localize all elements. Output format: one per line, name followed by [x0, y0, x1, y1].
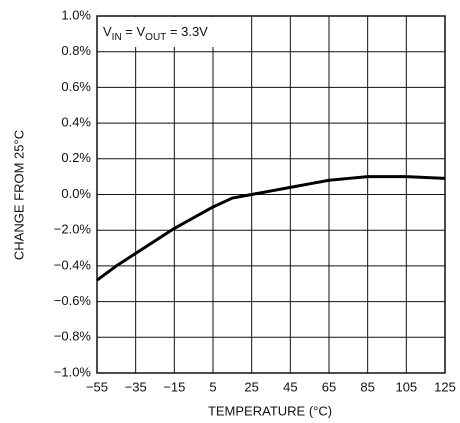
annotation-part: V	[103, 24, 112, 39]
x-tick-label: −15	[163, 379, 185, 394]
x-tick-label: 5	[209, 379, 216, 394]
plot-frame	[96, 15, 446, 374]
annotation-part: = V	[122, 24, 146, 39]
line	[96, 175, 446, 282]
x-axis-label: TEMPERATURE (°C)	[208, 403, 332, 418]
annotation-part: OUT	[145, 32, 166, 43]
y-tick-label: −0.4%	[54, 257, 92, 272]
annotation-part: = 3.3V	[166, 24, 208, 39]
annotation-part: IN	[112, 32, 122, 43]
x-tick-label: −55	[86, 379, 108, 394]
y-tick-label: −1.0%	[54, 364, 92, 379]
x-tick-label: 45	[283, 379, 297, 394]
x-tick-label: 125	[434, 379, 456, 394]
y-tick-label: −2.0%	[54, 222, 92, 237]
x-tick-label: 85	[360, 379, 374, 394]
y-axis-label: CHANGE FROM 25°C	[11, 130, 26, 260]
x-tick-label: 105	[395, 379, 417, 394]
y-tick-label: 0.8%	[61, 43, 91, 58]
annotation: VIN = VOUT = 3.3V	[103, 24, 208, 42]
y-tick-label: 0.2%	[61, 150, 91, 165]
x-tick-label: 25	[244, 379, 258, 394]
annotation-box	[98, 17, 246, 47]
y-tick-label: 1.0%	[61, 7, 91, 22]
x-tick-label: −35	[125, 379, 147, 394]
x-tick-label: 65	[322, 379, 336, 394]
y-tick-label: 0.4%	[61, 115, 91, 130]
y-tick-label: −0.6%	[54, 293, 92, 308]
y-tick-label: −0.8%	[54, 329, 92, 344]
y-tick-label: 0.0%	[61, 186, 91, 201]
y-tick-label: 0.6%	[61, 79, 91, 94]
